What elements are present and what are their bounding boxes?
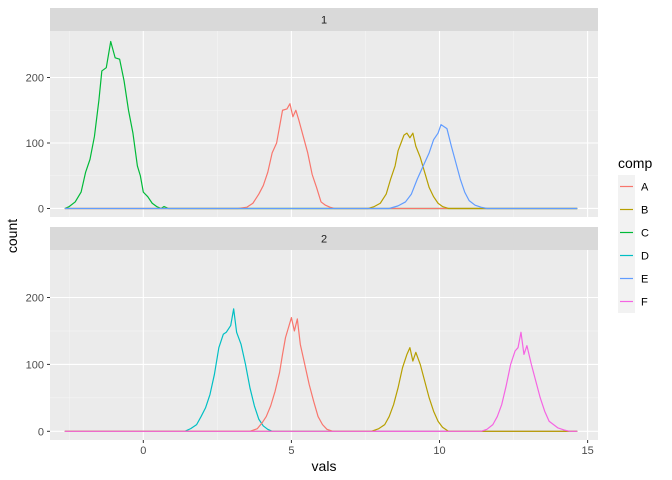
legend-item-E: E [618,267,648,290]
y-tick-label: 200 [26,293,44,305]
legend-item-C: C [618,221,649,244]
legend-item-D: D [618,244,649,267]
legend-title: comp [618,155,652,171]
legend-item-F: F [618,290,648,313]
y-tick-label: 200 [26,73,44,85]
facet-strip-label: 2 [321,234,327,246]
y-axis-title: count [4,219,20,253]
series-line-A-facet-1 [64,103,578,210]
series-line-D-facet-2 [64,308,578,432]
series-line-F-facet-2 [64,331,578,432]
series-line-B-facet-1 [64,132,578,210]
x-tick-label: 5 [288,445,294,457]
facet-panel-2: 2 0 100 200 [26,227,598,440]
x-tick-label: 10 [433,445,445,457]
legend-label: E [641,274,648,286]
y-tick-label: 100 [26,359,44,371]
legend-label: C [641,228,649,240]
x-axis: 0 5 10 15 [140,440,594,457]
y-tick-label: 0 [38,426,44,438]
series-line-A-facet-2 [64,316,578,432]
legend-item-A: A [618,175,649,198]
x-tick-label: 0 [140,445,146,457]
facet-strip [50,8,598,31]
legend-label: B [641,205,648,217]
legend-label: F [641,297,648,309]
y-tick-label: 100 [26,138,44,150]
facet-panel-1: 1 0 100 200 [26,8,598,217]
series-line-B-facet-2 [64,347,578,432]
x-tick-label: 15 [582,445,594,457]
facet-panels: 1 0 100 200 2 0 100 200 [26,8,598,440]
facet-strip [50,227,598,250]
series-line-C-facet-1 [64,40,578,210]
facet-strip-label: 1 [321,15,327,27]
y-tick-label: 0 [38,203,44,215]
legend-label: D [641,251,649,263]
x-axis-title: vals [312,458,337,474]
panel-background [50,31,598,217]
legend-item-B: B [618,198,648,221]
series-line-E-facet-1 [64,124,578,210]
legend-label: A [641,182,649,194]
panel-background [50,250,598,440]
